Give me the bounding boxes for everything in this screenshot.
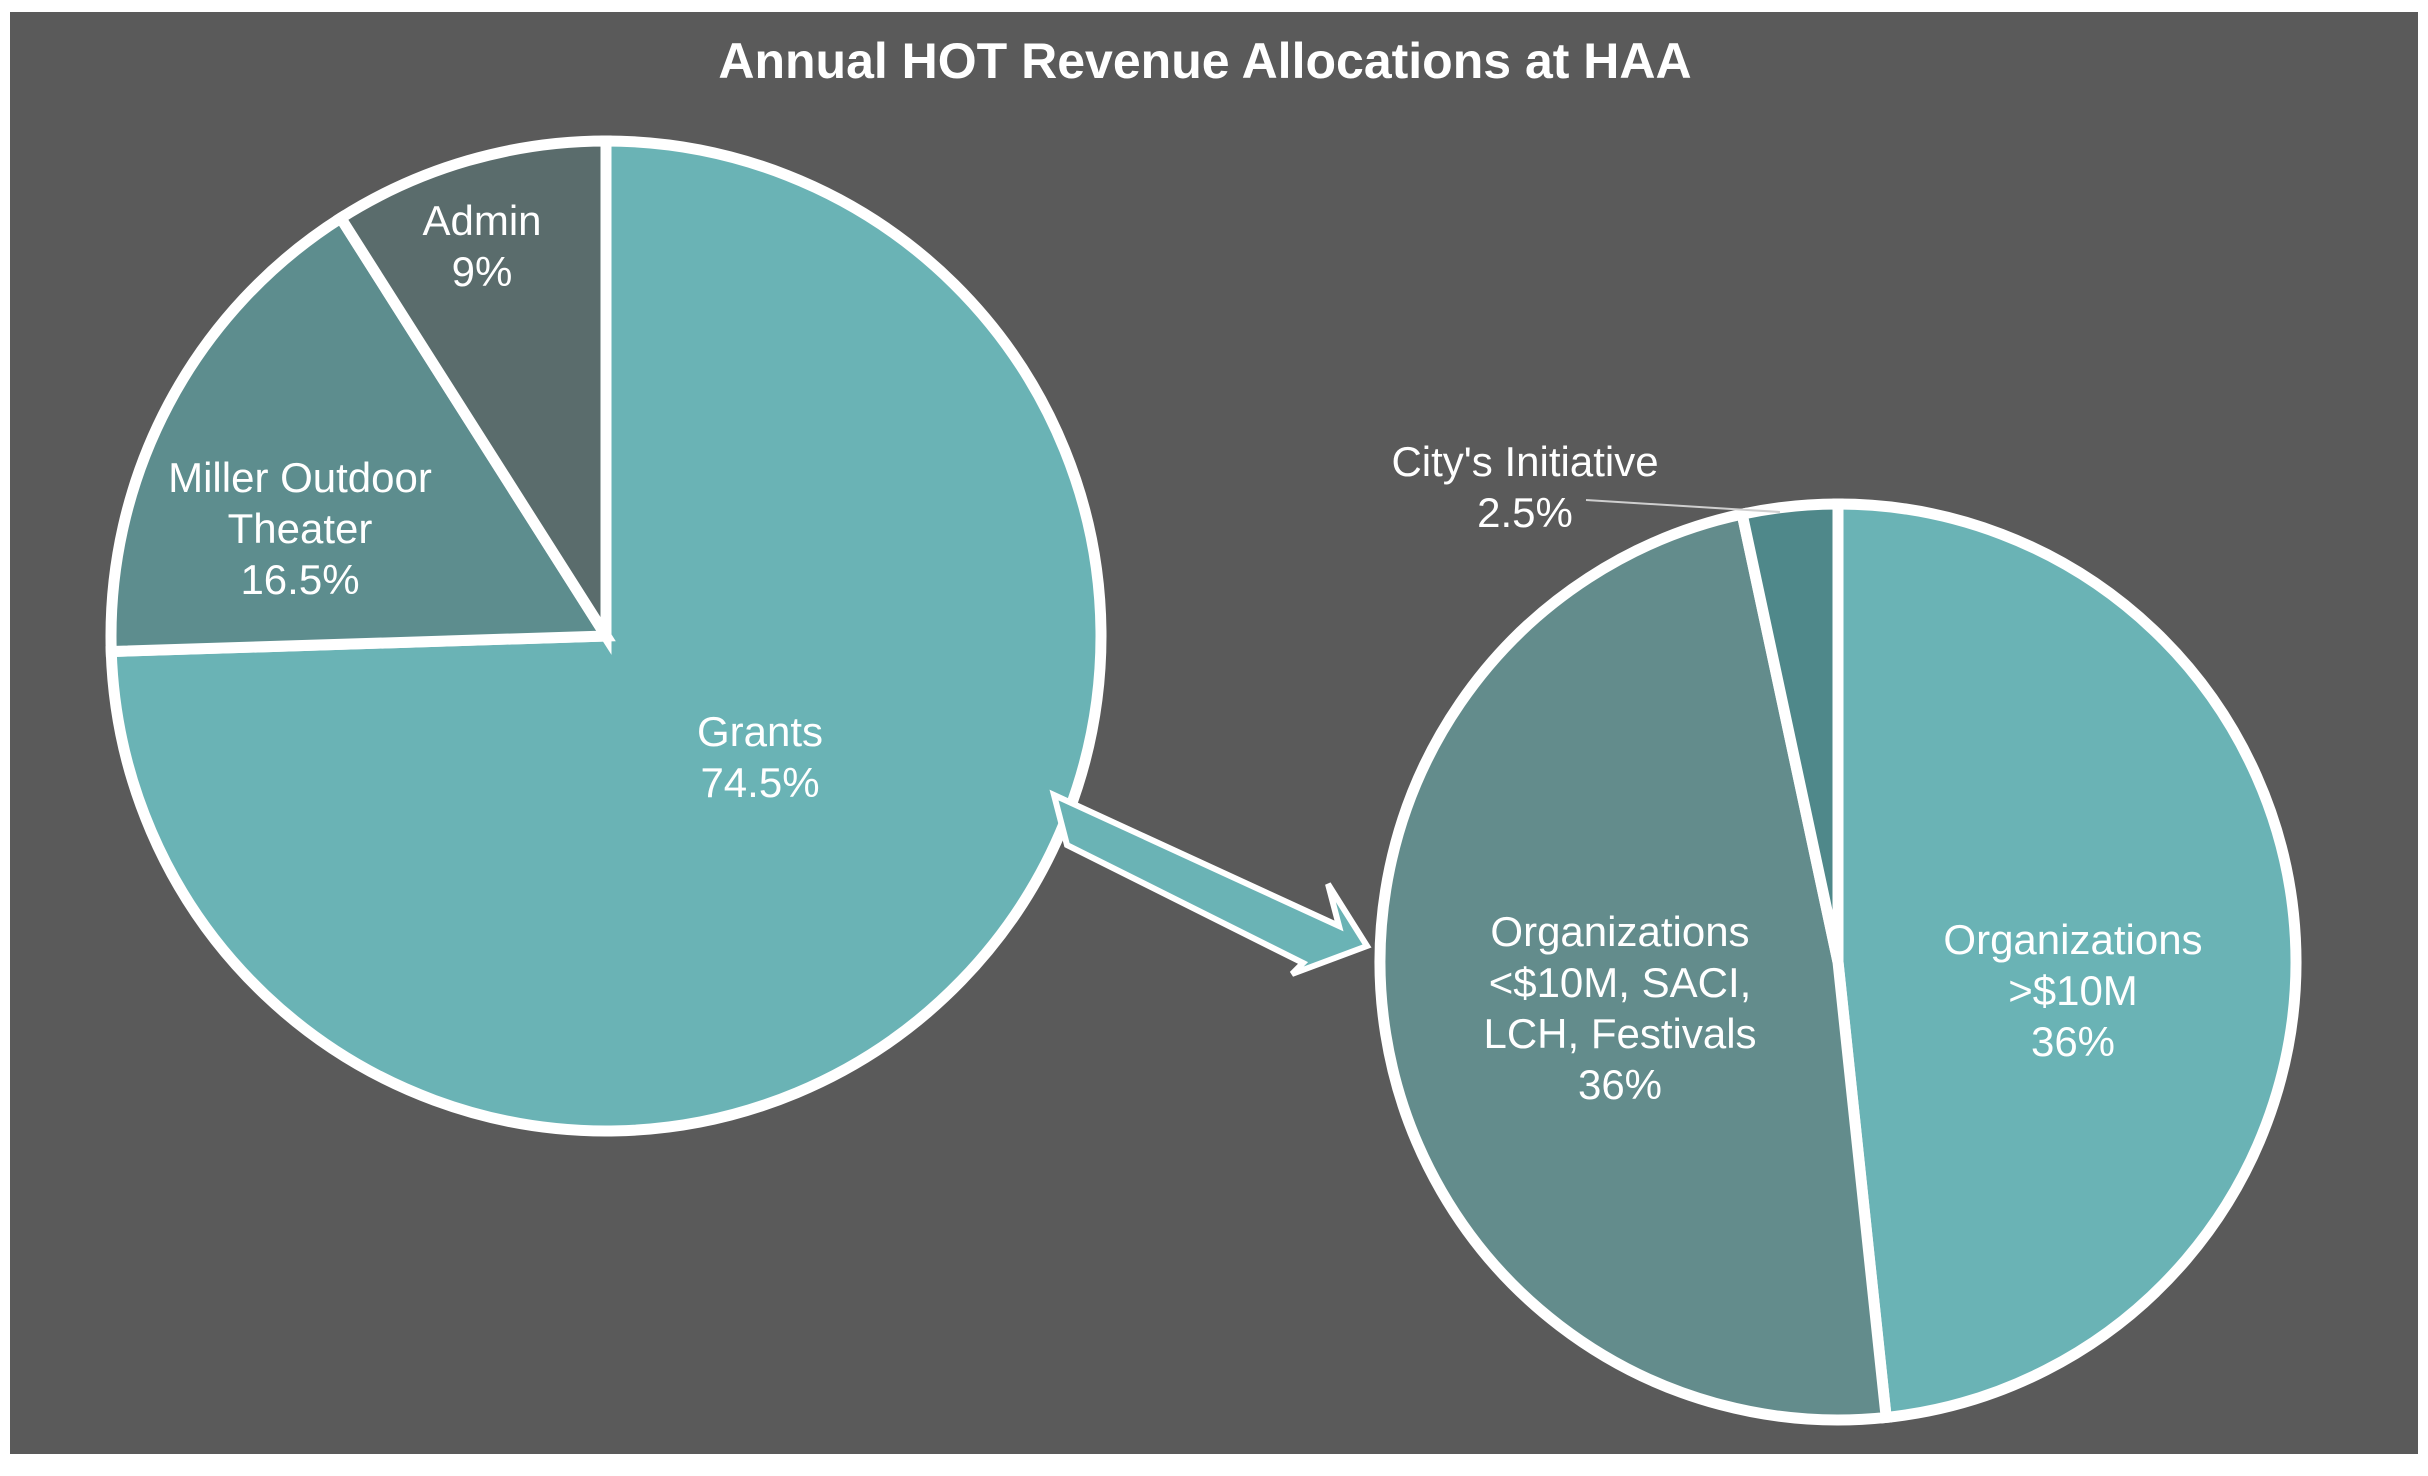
pie-slice (1374, 507, 1893, 1426)
slice-label-line: Miller Outdoor (168, 454, 432, 501)
slice-label-line: Organizations (1490, 908, 1749, 955)
slice-label-line: Admin (422, 197, 541, 244)
slice-label: Organizations >$10M 36% (1943, 916, 2202, 1065)
slice-label-line: Grants (697, 708, 823, 755)
slice-label-line: Theater (228, 505, 373, 552)
slice-label: Grants 74.5% (697, 708, 823, 806)
slice-label-line: <$10M, SACI, (1489, 959, 1752, 1006)
slice-label-line: 16.5% (240, 556, 359, 603)
chart-title: Annual HOT Revenue Allocations at HAA (718, 33, 1691, 89)
slice-label-line: 9% (452, 248, 513, 295)
slice-label-line: 36% (2031, 1018, 2115, 1065)
slice-label: Admin 9% (422, 197, 541, 295)
pie-slice (1735, 498, 1844, 964)
slice-label-line: >$10M (2008, 967, 2138, 1014)
breakdown-arrow (1049, 789, 1372, 977)
breakdown-pie: Organizations >$10M 36%Organizations <$10M,… (1374, 438, 2302, 1426)
slice-label-line: 74.5% (700, 759, 819, 806)
slice-label-line: 36% (1578, 1061, 1662, 1108)
slice-label-line: LCH, Festivals (1483, 1010, 1756, 1057)
pie-slice (1832, 498, 2302, 1424)
pie-slice (333, 135, 612, 655)
slice-label-line: City's Initiative (1391, 438, 1658, 485)
city-initiative-leader-line (1585, 499, 1781, 513)
chart-area: Annual HOT Revenue Allocations at HAA Gr… (10, 12, 2418, 1454)
main-pie: Grants 74.5% Miller Outdoor Theater 16.5% Adm… (105, 135, 1107, 1137)
slice-label: City's Initiative 2.5% (1391, 438, 1658, 536)
slice-label: Miller Outdoor Theater 16.5% (168, 454, 432, 603)
slice-label: Organizations <$10M, SACI, LCH, Festivals 3… (1483, 908, 1756, 1108)
slice-label-line: 2.5% (1477, 489, 1573, 536)
slice-label-line: Organizations (1943, 916, 2202, 963)
pie-slice (105, 210, 616, 658)
pie-charts-figure: Annual HOT Revenue Allocations at HAA Gr… (105, 33, 2302, 1426)
